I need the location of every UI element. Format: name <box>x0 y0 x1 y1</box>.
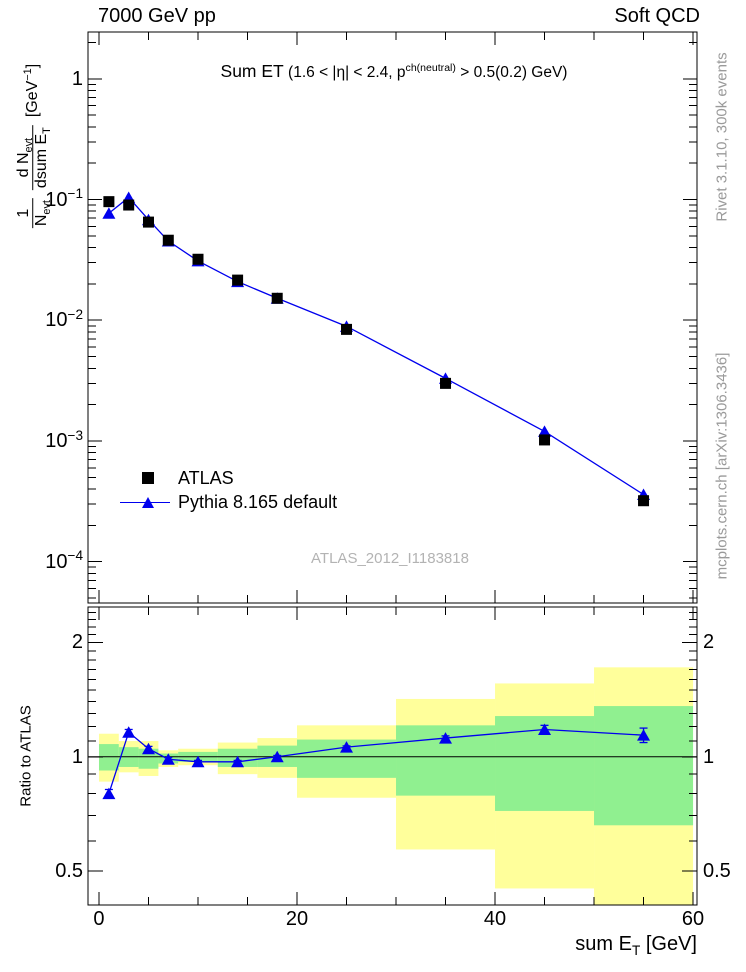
x-tick-label: 20 <box>285 908 309 930</box>
atlas-data-point <box>341 323 353 335</box>
main-y-tick-label: 1 <box>71 67 83 90</box>
legend-marker-cell <box>118 490 178 514</box>
pythia-triangle-marker <box>142 496 154 508</box>
main-y-tick-label: 10−2 <box>45 306 83 332</box>
x-tick-label: 60 <box>681 908 705 930</box>
ratio-y-tick-label-left: 1 <box>71 745 83 768</box>
atlas-square-marker <box>142 472 154 484</box>
ratio-data-point <box>122 726 136 738</box>
legend-item-atlas: ATLAS <box>118 466 337 490</box>
legend-label-pythia: Pythia 8.165 default <box>178 491 338 512</box>
axis-ticks <box>88 32 697 905</box>
atlas-series <box>103 196 650 507</box>
green-band-bin <box>98 744 119 771</box>
legend: ATLAS Pythia 8.165 default <box>118 466 337 514</box>
main-y-tick-label: 10−3 <box>45 427 83 452</box>
x-axis-label: sum ET [GeV] <box>575 933 697 958</box>
ratio-data-point <box>637 729 651 741</box>
x-tick-label: 0 <box>93 908 105 930</box>
legend-item-pythia: Pythia 8.165 default <box>118 490 337 514</box>
atlas-data-point <box>103 196 115 208</box>
uncertainty-bands <box>98 667 694 905</box>
ratio-data-point <box>191 755 205 768</box>
ratio-y-tick-label-right: 1 <box>703 745 715 768</box>
analysis-id-watermark: ATLAS_2012_I1183818 <box>311 550 469 567</box>
main-y-tick-label: 10−4 <box>45 548 83 573</box>
atlas-data-point <box>638 495 650 507</box>
legend-label-atlas: ATLAS <box>178 467 234 488</box>
main-y-tick-label: 10−1 <box>45 186 83 211</box>
ratio-data-point <box>231 755 245 768</box>
legend-marker-cell <box>118 466 178 490</box>
pythia-data-point <box>102 207 116 219</box>
atlas-data-point <box>440 377 452 389</box>
main-panel-frame <box>87 31 698 604</box>
ratio-data-point <box>161 753 175 765</box>
plot-title: Sum ET (1.6 < |η| < 2.4, pch(neutral) > … <box>220 61 568 81</box>
panel-frames <box>87 31 698 906</box>
process-group-label: Soft QCD <box>614 5 700 27</box>
atlas-data-point <box>123 199 135 211</box>
ratio-y-tick-label-left: 2 <box>71 631 83 654</box>
atlas-data-point <box>271 292 283 304</box>
mcplots-arxiv-label: mcplots.cern.ch [arXiv:1306.3436] <box>713 352 731 580</box>
ratio-data-point <box>102 787 116 800</box>
atlas-data-point <box>162 234 174 246</box>
pythia-line <box>108 196 644 496</box>
ratio-data-point <box>439 732 453 744</box>
ratio-data-point <box>538 723 552 735</box>
atlas-data-point <box>192 253 204 265</box>
ratio-y-tick-label-left: 0.5 <box>55 860 83 883</box>
ratio-y-tick-label-right: 0.5 <box>703 860 731 883</box>
x-tick-label: 40 <box>483 908 507 930</box>
beam-energy-label: 7000 GeV pp <box>98 5 216 27</box>
rivet-version-label: Rivet 3.1.10, 300k events <box>713 52 731 222</box>
atlas-data-point <box>539 434 551 446</box>
ratio-data-point <box>141 742 155 755</box>
ratio-y-tick-label-right: 2 <box>703 631 715 654</box>
green-band-bin <box>594 706 694 826</box>
pythia-series <box>102 191 651 501</box>
ratio-data-point <box>340 741 354 753</box>
atlas-data-point <box>142 216 154 228</box>
atlas-data-point <box>232 274 244 286</box>
ratio-series <box>102 723 651 800</box>
pythia-data-point <box>538 425 552 437</box>
ratio-data-point <box>270 750 284 763</box>
ratio-panel-frame <box>87 606 698 906</box>
dn-dsumet-fraction: d Nevt dsum ET <box>15 125 54 191</box>
